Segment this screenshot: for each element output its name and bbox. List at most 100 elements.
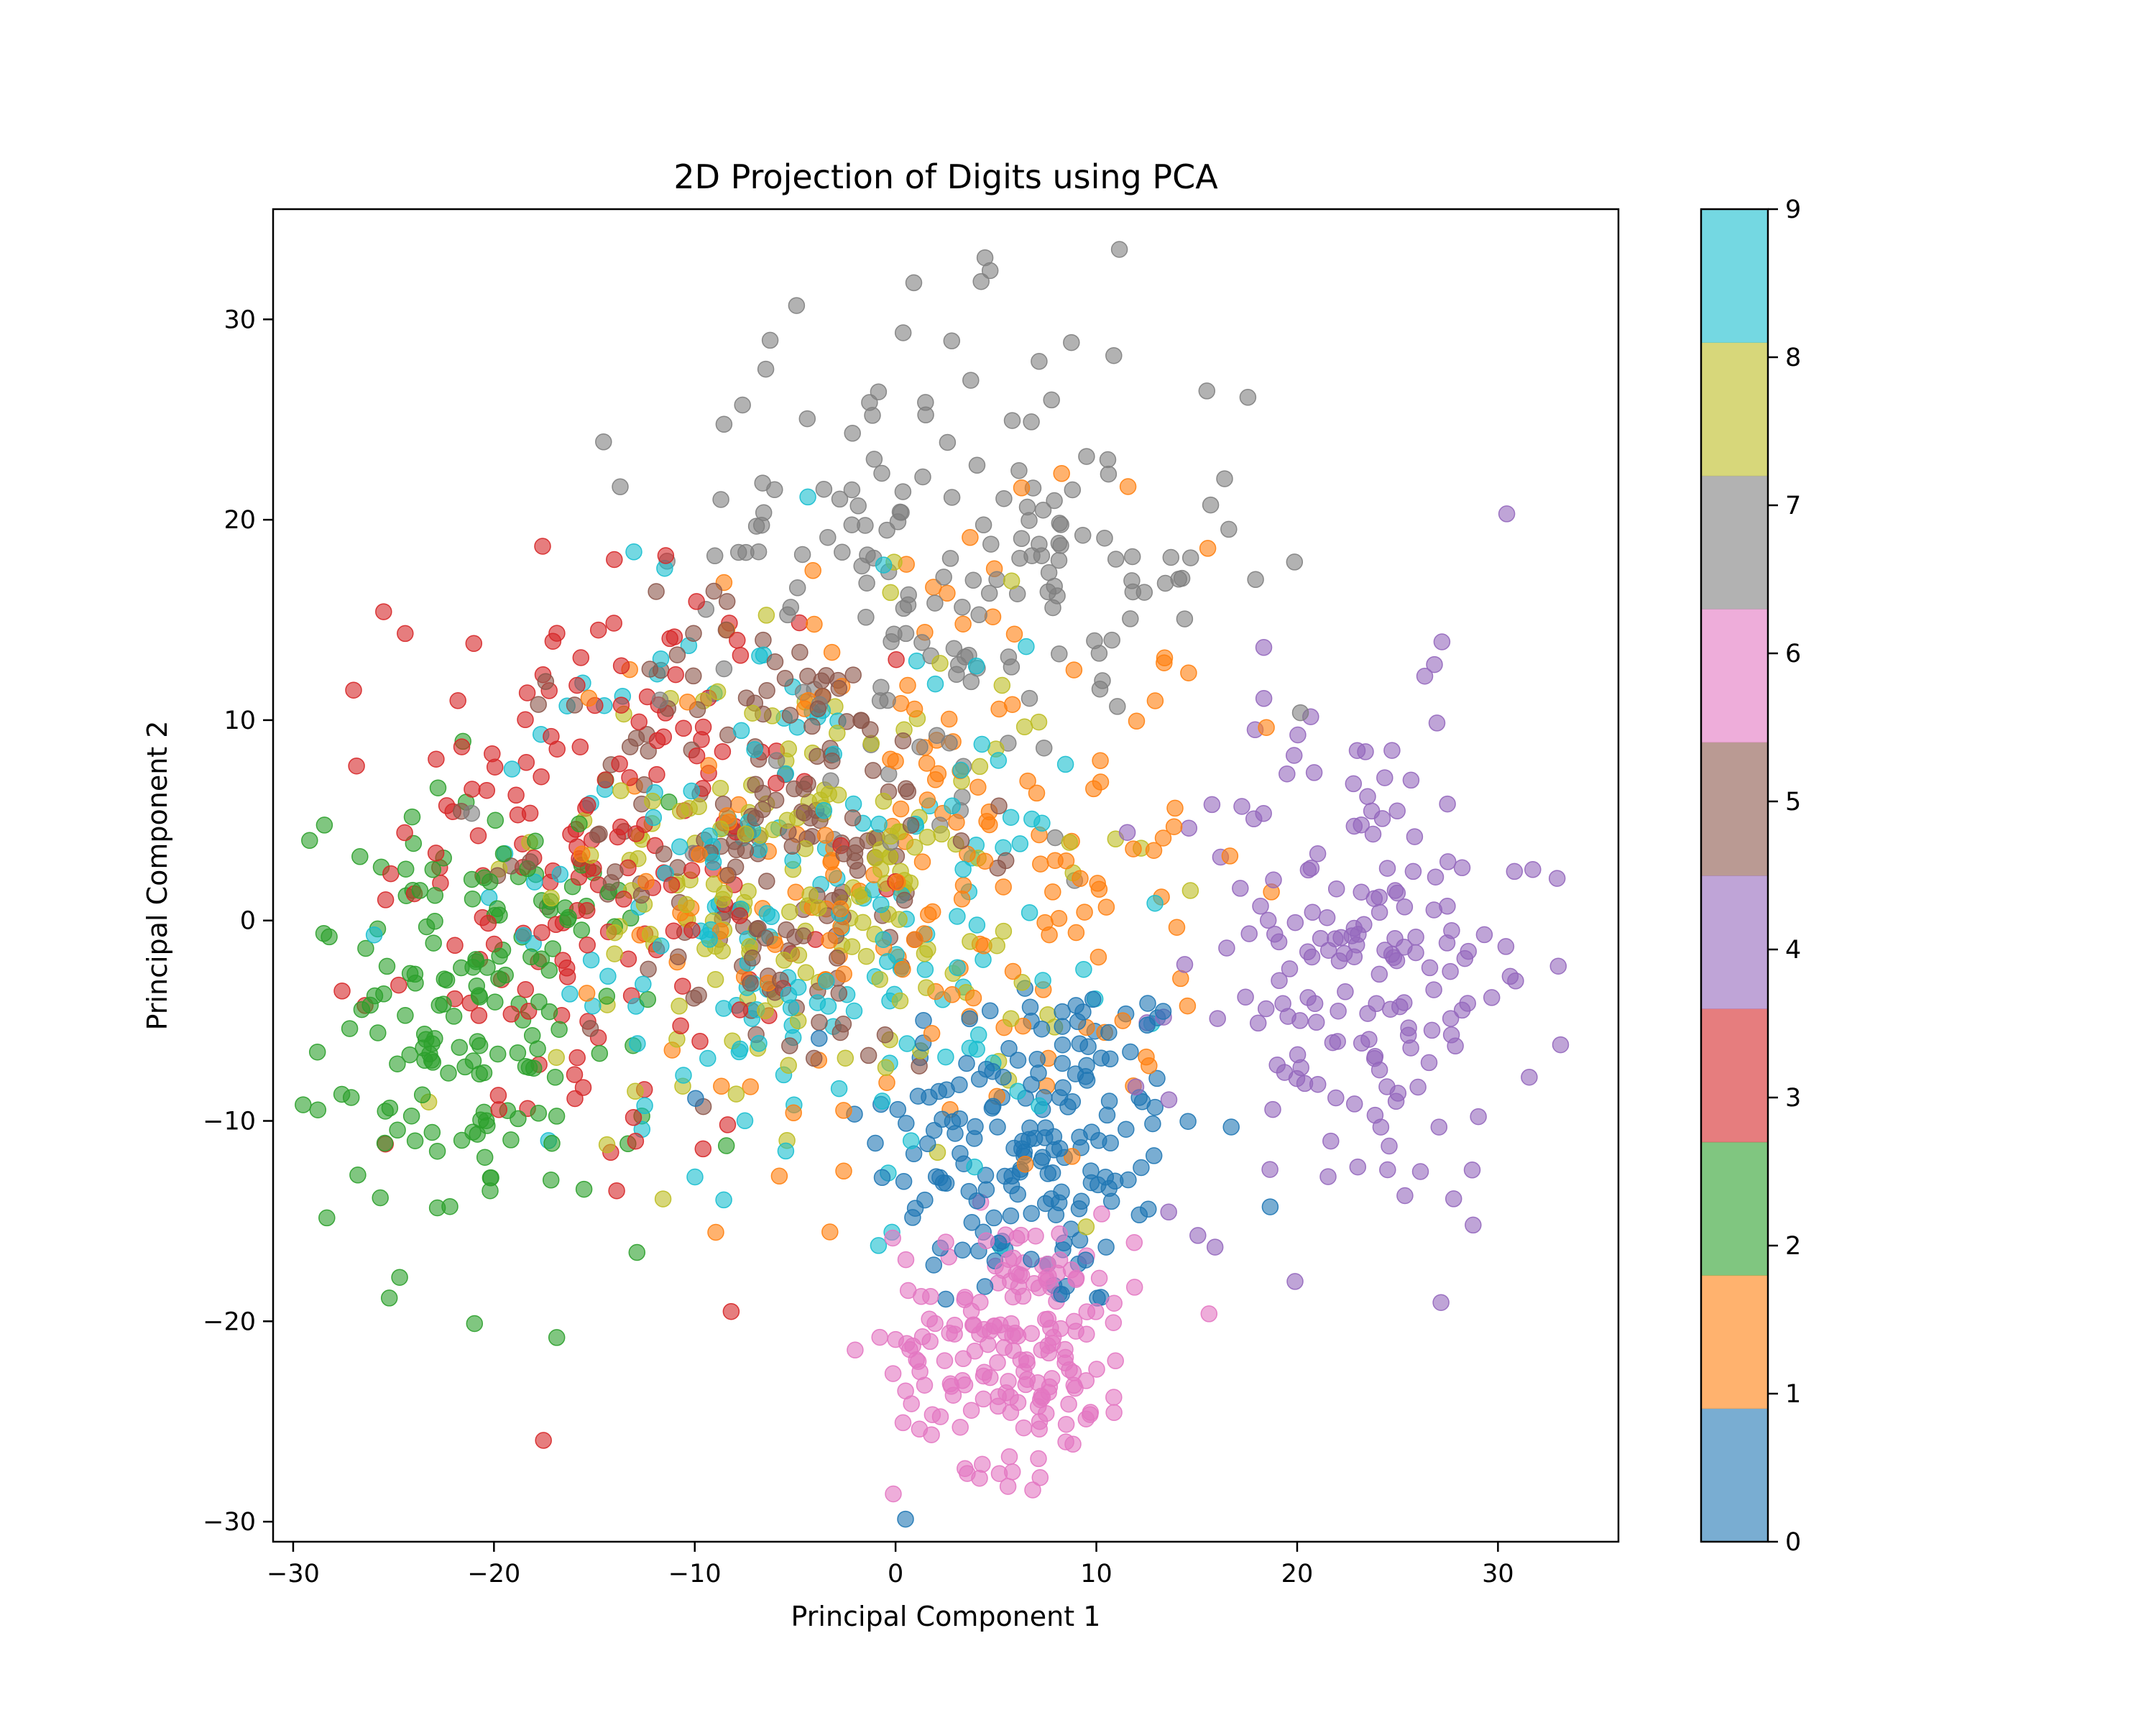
scatter-point-class-8 xyxy=(598,1136,616,1154)
colorbar-segment-3 xyxy=(1701,1008,1768,1143)
scatter-point-class-2 xyxy=(357,939,374,957)
scatter-point-class-8 xyxy=(790,947,808,964)
scatter-point-class-4 xyxy=(1400,1019,1417,1036)
scatter-point-class-6 xyxy=(1065,1312,1083,1330)
colorbar-segment-1 xyxy=(1701,1275,1768,1409)
scatter-point-class-1 xyxy=(785,1104,802,1122)
scatter-point-class-2 xyxy=(397,1007,414,1024)
scatter-point-class-2 xyxy=(318,1209,336,1227)
scatter-point-class-2 xyxy=(428,1142,446,1160)
scatter-point-class-6 xyxy=(1027,1227,1044,1245)
scatter-point-class-7 xyxy=(752,516,770,534)
scatter-point-class-3 xyxy=(579,936,596,954)
scatter-point-class-5 xyxy=(685,667,702,685)
scatter-point-class-4 xyxy=(1327,930,1344,947)
scatter-point-class-0 xyxy=(961,1010,978,1028)
scatter-point-class-0 xyxy=(951,1110,969,1128)
scatter-point-class-8 xyxy=(606,945,623,962)
scatter-point-class-5 xyxy=(895,891,913,909)
scatter-point-class-4 xyxy=(1396,1187,1414,1205)
scatter-point-class-2 xyxy=(418,918,436,936)
scatter-point-class-6 xyxy=(1064,1435,1082,1453)
scatter-point-class-9 xyxy=(1075,960,1092,978)
scatter-point-class-0 xyxy=(938,1081,955,1098)
scatter-point-class-6 xyxy=(871,1328,888,1346)
scatter-point-class-6 xyxy=(977,1232,995,1250)
scatter-point-class-8 xyxy=(850,888,868,906)
scatter-point-class-4 xyxy=(1425,981,1442,998)
scatter-point-class-2 xyxy=(491,947,508,965)
scatter-point-class-2 xyxy=(389,1055,406,1072)
scatter-point-class-2 xyxy=(453,959,470,977)
scatter-point-class-0 xyxy=(954,1241,972,1259)
scatter-point-class-3 xyxy=(348,757,365,775)
scatter-point-class-9 xyxy=(966,1158,983,1176)
scatter-point-class-2 xyxy=(391,1269,408,1286)
scatter-point-class-4 xyxy=(1396,938,1413,956)
scatter-point-class-0 xyxy=(989,1118,1006,1136)
scatter-point-class-0 xyxy=(1140,1200,1157,1218)
scatter-point-class-2 xyxy=(429,779,447,796)
scatter-point-class-4 xyxy=(1433,633,1451,650)
scatter-point-class-9 xyxy=(808,994,826,1011)
scatter-point-class-2 xyxy=(440,1064,457,1082)
scatter-point-class-5 xyxy=(602,874,620,891)
scatter-point-class-4 xyxy=(1381,1000,1399,1018)
scatter-point-class-8 xyxy=(995,922,1013,940)
scatter-point-class-6 xyxy=(1125,1279,1143,1296)
scatter-point-class-2 xyxy=(542,1172,560,1189)
scatter-point-class-5 xyxy=(641,661,659,678)
scatter-point-class-5 xyxy=(776,670,794,687)
scatter-point-class-9 xyxy=(515,926,533,944)
scatter-point-class-0 xyxy=(1023,1076,1040,1093)
scatter-point-class-8 xyxy=(714,942,731,960)
scatter-point-class-0 xyxy=(811,1029,828,1047)
scatter-point-class-6 xyxy=(885,1485,902,1503)
colorbar-tick-label: 7 xyxy=(1785,492,1801,520)
scatter-point-class-7 xyxy=(941,550,959,567)
scatter-point-class-4 xyxy=(1206,1238,1224,1256)
scatter-point-class-6 xyxy=(1088,1361,1105,1378)
scatter-point-class-4 xyxy=(1498,505,1516,523)
scatter-point-class-5 xyxy=(718,593,736,610)
scatter-point-class-0 xyxy=(1047,1206,1065,1223)
scatter-point-class-2 xyxy=(401,1046,418,1064)
scatter-point-class-0 xyxy=(1118,1121,1135,1138)
scatter-point-class-0 xyxy=(687,1090,704,1107)
scatter-point-class-7 xyxy=(873,464,890,482)
scatter-point-class-1 xyxy=(831,900,849,918)
scatter-point-class-4 xyxy=(1428,714,1446,732)
scatter-point-class-2 xyxy=(407,975,424,992)
y-tick-label: −20 xyxy=(203,1307,256,1336)
scatter-point-class-1 xyxy=(1019,772,1036,790)
scatter-point-class-9 xyxy=(701,931,718,948)
scatter-point-class-1 xyxy=(1003,696,1021,713)
scatter-point-class-2 xyxy=(529,1040,546,1057)
scatter-point-class-3 xyxy=(548,740,566,758)
scatter-point-class-3 xyxy=(490,1101,507,1118)
scatter-point-class-4 xyxy=(1322,1132,1340,1150)
scatter-point-class-8 xyxy=(737,825,755,842)
scatter-point-class-0 xyxy=(1023,1251,1040,1268)
scatter-point-class-6 xyxy=(936,1352,954,1369)
scatter-point-class-7 xyxy=(715,415,733,433)
scatter-point-class-4 xyxy=(1501,967,1519,985)
scatter-point-class-2 xyxy=(425,934,442,952)
scatter-point-class-6 xyxy=(894,1414,912,1432)
scatter-point-class-1 xyxy=(948,814,965,831)
scatter-point-class-1 xyxy=(1013,479,1031,497)
scatter-point-class-9 xyxy=(873,1092,891,1110)
scatter-point-class-3 xyxy=(533,768,550,786)
scatter-point-class-9 xyxy=(671,838,688,855)
scatter-point-class-9 xyxy=(990,752,1008,769)
scatter-point-class-7 xyxy=(595,433,612,451)
scatter-point-class-7 xyxy=(798,410,816,428)
scatter-point-class-7 xyxy=(982,535,1000,553)
scatter-point-class-5 xyxy=(860,1046,877,1064)
x-tick-label: 20 xyxy=(1281,1560,1314,1588)
scatter-point-class-3 xyxy=(427,845,445,862)
scatter-point-class-5 xyxy=(830,679,848,697)
scatter-point-class-4 xyxy=(1281,960,1299,978)
scatter-point-class-1 xyxy=(1179,997,1197,1015)
scatter-point-class-9 xyxy=(967,657,985,675)
